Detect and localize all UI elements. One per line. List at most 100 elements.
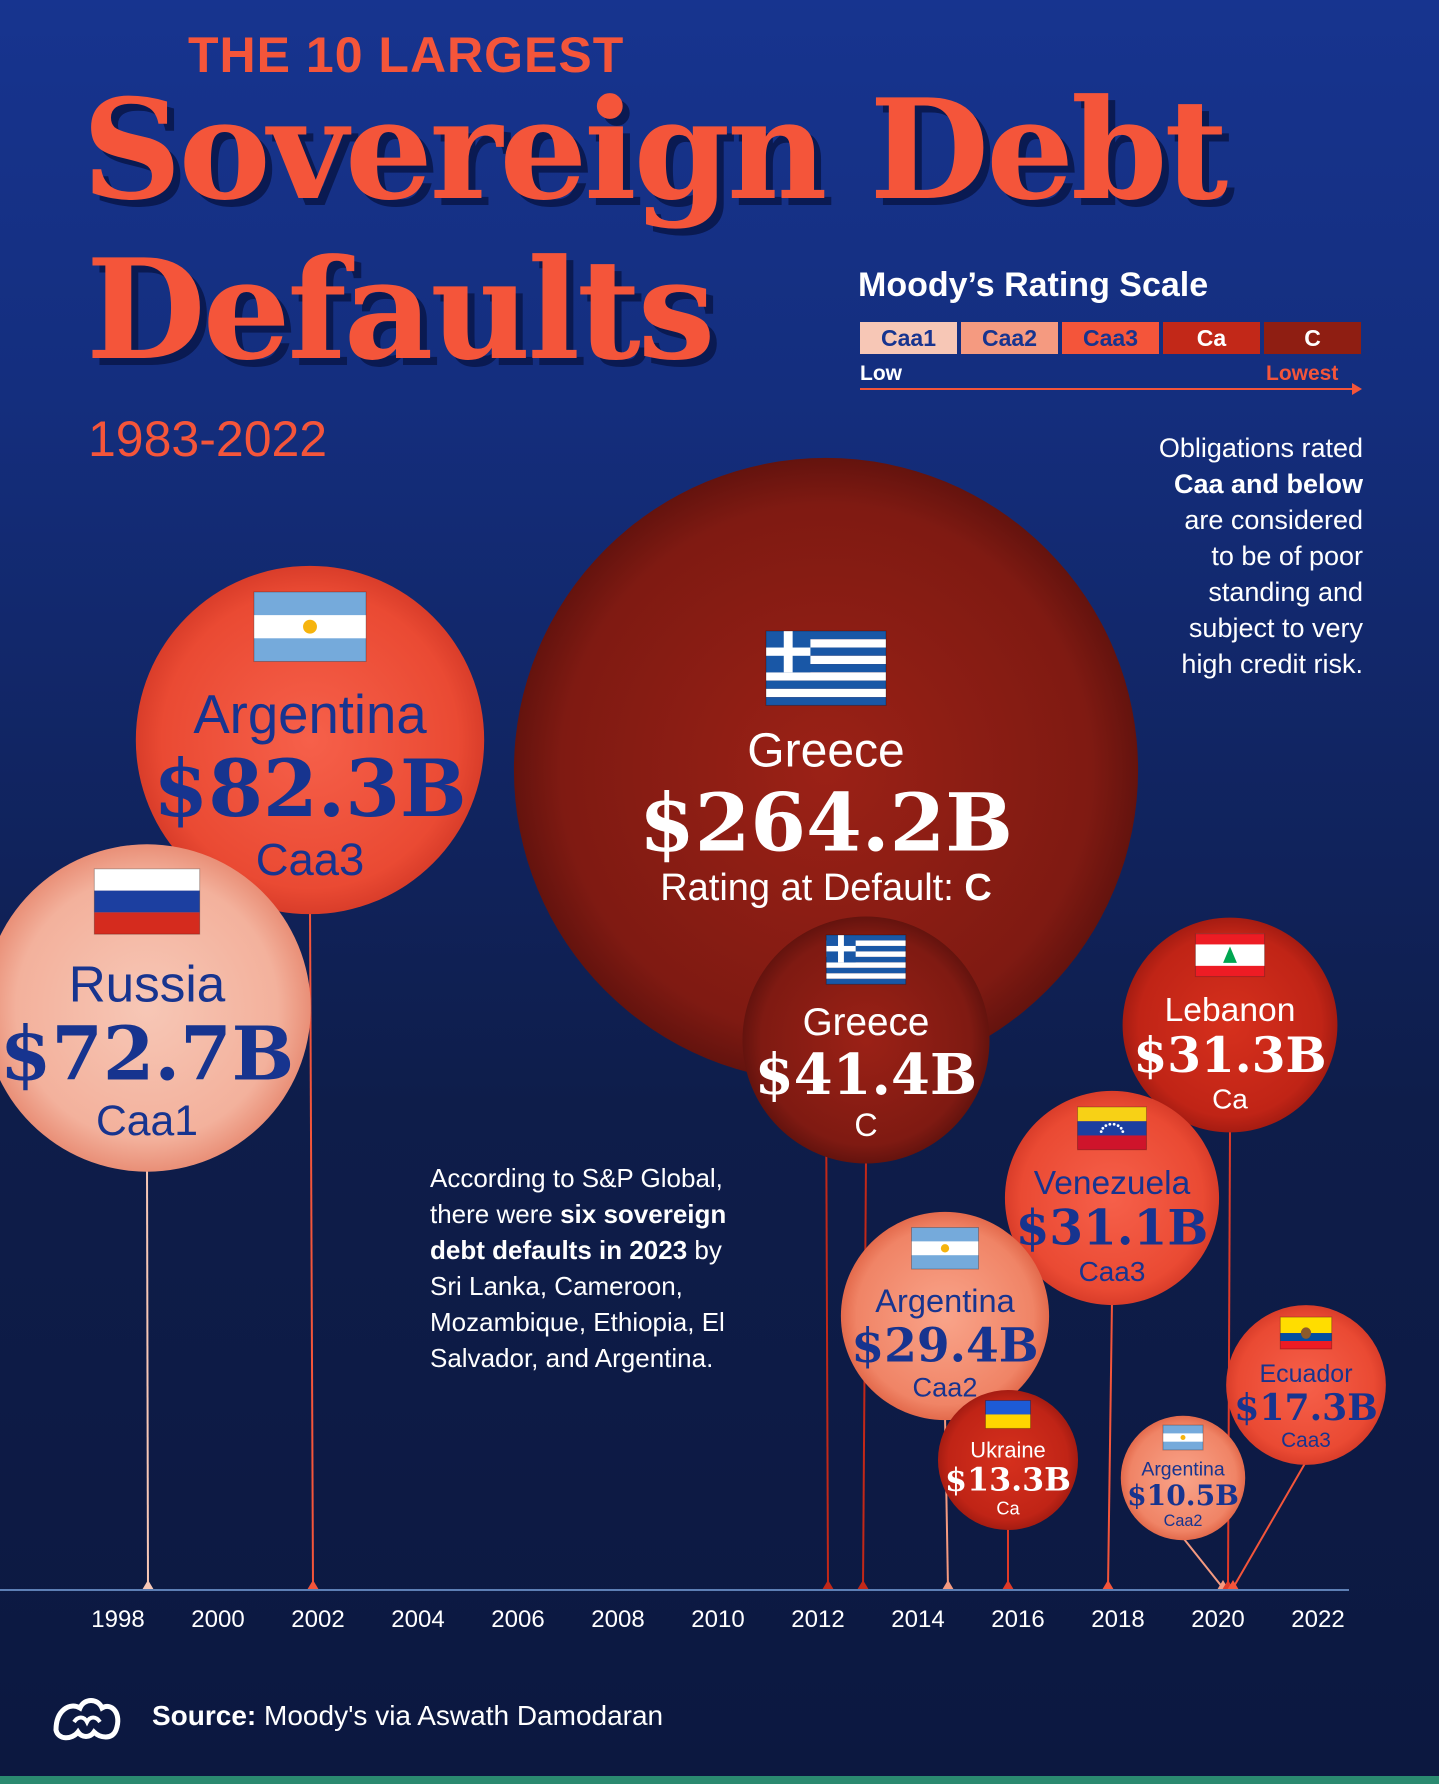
year-marker [307,1580,319,1590]
country-label: Lebanon [1165,992,1296,1029]
stem-line [1182,1537,1224,1589]
value-label: $82.3B [153,742,466,835]
bubble-circle [1120,1415,1246,1541]
rating-label: Caa3 [1281,1429,1331,1452]
note-text: by Sri Lanka, Cameroon, Mozambique, Ethi… [430,1235,725,1373]
year-marker [857,1580,869,1590]
stem-line [146,1165,149,1589]
note-bold-line: Caa and below [1173,469,1363,499]
rating-label: Rating at Default: C [660,867,992,909]
year-marker [942,1580,954,1590]
argentina-flag-icon [911,1227,979,1270]
year-marker [1227,1580,1239,1590]
bubble-circle [937,1389,1079,1531]
rating-label: Ca [996,1497,1020,1518]
x-tick-label: 1998 [91,1606,144,1633]
x-tick-label: 2004 [391,1606,444,1633]
bubble-circle [513,457,1139,1083]
note-line: Obligations rated [1158,433,1363,463]
x-tick-label: 2016 [991,1606,1044,1633]
source-line: Source: Moody's via Aswath Damodaran [152,1700,664,1731]
greece-flag-icon [825,934,907,985]
rating-label: Caa1 [96,1097,198,1145]
x-tick-label: 2014 [891,1606,944,1633]
year-marker [822,1580,834,1590]
country-label: Argentina [875,1283,1015,1319]
x-tick-label: 2010 [691,1606,744,1633]
year-marker [1002,1580,1014,1590]
ecuador-flag-icon [1279,1316,1333,1350]
credit-risk-note: Obligations rated Caa and below are cons… [1063,430,1363,682]
x-tick-label: 2002 [291,1606,344,1633]
sp-global-note: According to S&P Global, there were six … [430,1160,730,1376]
stem-line [1232,1461,1307,1589]
country-label: Argentina [1141,1459,1225,1481]
x-tick-label: 2018 [1091,1606,1144,1633]
value-label: $17.3B [1234,1386,1378,1429]
value-label: $31.1B [1016,1201,1209,1257]
bubble-circle [0,844,311,1172]
x-tick-label: 2006 [491,1606,544,1633]
scale-arrow [860,383,1362,395]
x-tick-label: 2020 [1191,1606,1244,1633]
greece-flag-icon [765,630,887,706]
country-label: Ukraine [970,1437,1046,1462]
year-marker [1102,1580,1114,1590]
value-label: $10.5B [1127,1479,1239,1512]
value-label: $41.4B [755,1043,977,1108]
note-line: high credit risk. [1181,649,1363,679]
bottom-accent-bar [0,1776,1439,1784]
x-tick-label: 2008 [591,1606,644,1633]
rating-scale-row: Caa1 Caa2 Caa3 Ca C [860,322,1361,354]
bubble-circle [1122,917,1338,1133]
stem-line [309,907,314,1589]
country-label: Argentina [193,684,427,745]
main-title-line1: Sovereign Debt [82,68,1228,231]
bubble-circle [135,565,485,915]
x-tick-label: 2000 [191,1606,244,1633]
rating-cell-caa3: Caa3 [1062,322,1159,354]
value-label: $31.3B [1133,1027,1326,1084]
country-label: Venezuela [1034,1165,1191,1202]
venezuela-flag-icon [1077,1106,1147,1151]
bubble-greece: Greece$41.4BC [742,916,990,1164]
country-label: Ecuador [1259,1360,1352,1388]
note-line: standing and [1208,577,1363,607]
rating-label: Caa3 [1079,1256,1146,1287]
rating-label: C [854,1107,877,1143]
ukraine-flag-icon [984,1399,1032,1429]
rating-cell-c: C [1264,322,1361,354]
year-range: 1983-2022 [88,411,328,467]
country-label: Russia [69,956,226,1013]
bubble-circle [1004,1090,1220,1306]
x-axis: 1998 2000 2002 2004 2006 2008 2010 2012 2014 2016… [0,1589,1349,1633]
argentina-flag-icon [1162,1424,1204,1451]
rating-label: Caa3 [256,834,365,885]
country-label: Greece [747,725,904,778]
value-label: $72.7B [0,1010,294,1097]
rating-cell-ca: Ca [1163,322,1260,354]
rating-label: Ca [1212,1083,1248,1114]
russia-flag-icon [93,868,201,935]
main-title-line2: Defaults [86,228,715,391]
rating-scale-title: Moody’s Rating Scale [858,266,1209,304]
x-tick-label: 2012 [791,1606,844,1633]
rating-cell-caa2: Caa2 [961,322,1058,354]
note-bold-text: six sovereign debt defaults in 2023 [430,1199,727,1265]
argentina-flag-icon [253,591,367,662]
value-label: $264.2B [639,776,1013,870]
note-line: are considered [1184,505,1363,535]
value-label: $13.3B [945,1462,1071,1499]
visual-capitalist-logo-icon [53,1698,121,1741]
stem-line [1107,1300,1113,1589]
x-tick-label: 2022 [1291,1606,1344,1633]
